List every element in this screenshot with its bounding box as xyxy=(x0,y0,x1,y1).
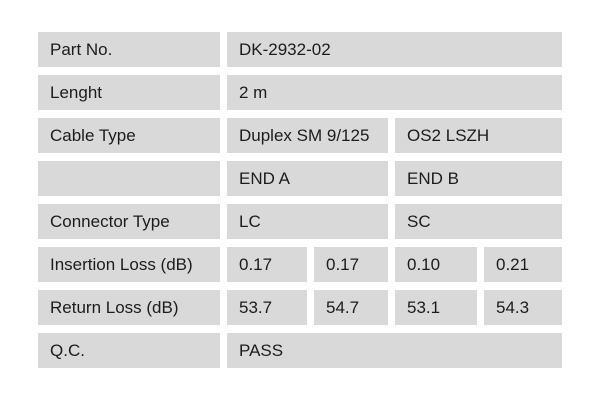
table-row: Return Loss (dB) 53.7 54.7 53.1 54.3 xyxy=(38,290,562,325)
spec-table-body: Part No. DK-2932-02 Lenght 2 m Cable Type Dup… xyxy=(38,32,562,368)
row-label-cell: Lenght xyxy=(38,75,220,110)
row-label-cell: Part No. xyxy=(38,32,220,67)
value-cell: 54.3 xyxy=(484,290,562,325)
row-label-cell: Q.C. xyxy=(38,333,220,368)
table-row: Q.C. PASS xyxy=(38,333,562,368)
value-cell: 0.17 xyxy=(314,247,388,282)
value-cell: END A xyxy=(227,161,388,196)
table-row: Connector Type LC SC xyxy=(38,204,562,239)
value-cell: 53.7 xyxy=(227,290,307,325)
table-row: END A END B xyxy=(38,161,562,196)
row-label-cell: Connector Type xyxy=(38,204,220,239)
value-cell: SC xyxy=(395,204,562,239)
value-cell: Duplex SM 9/125 xyxy=(227,118,388,153)
row-label-cell: Return Loss (dB) xyxy=(38,290,220,325)
table-row: Insertion Loss (dB) 0.17 0.17 0.10 0.21 xyxy=(38,247,562,282)
value-cell: OS2 LSZH xyxy=(395,118,562,153)
table-row: Lenght 2 m xyxy=(38,75,562,110)
row-label-cell xyxy=(38,161,220,196)
row-label-cell: Insertion Loss (dB) xyxy=(38,247,220,282)
value-cell: 0.21 xyxy=(484,247,562,282)
value-cell: LC xyxy=(227,204,388,239)
table-row: Part No. DK-2932-02 xyxy=(38,32,562,67)
value-cell: 54.7 xyxy=(314,290,388,325)
value-cell: 0.10 xyxy=(395,247,477,282)
value-cell: 53.1 xyxy=(395,290,477,325)
value-cell: 2 m xyxy=(227,75,562,110)
value-cell: PASS xyxy=(227,333,562,368)
table-row: Cable Type Duplex SM 9/125 OS2 LSZH xyxy=(38,118,562,153)
value-cell: 0.17 xyxy=(227,247,307,282)
value-cell: END B xyxy=(395,161,562,196)
spec-table: Part No. DK-2932-02 Lenght 2 m Cable Type Dup… xyxy=(31,24,569,376)
row-label-cell: Cable Type xyxy=(38,118,220,153)
value-cell: DK-2932-02 xyxy=(227,32,562,67)
